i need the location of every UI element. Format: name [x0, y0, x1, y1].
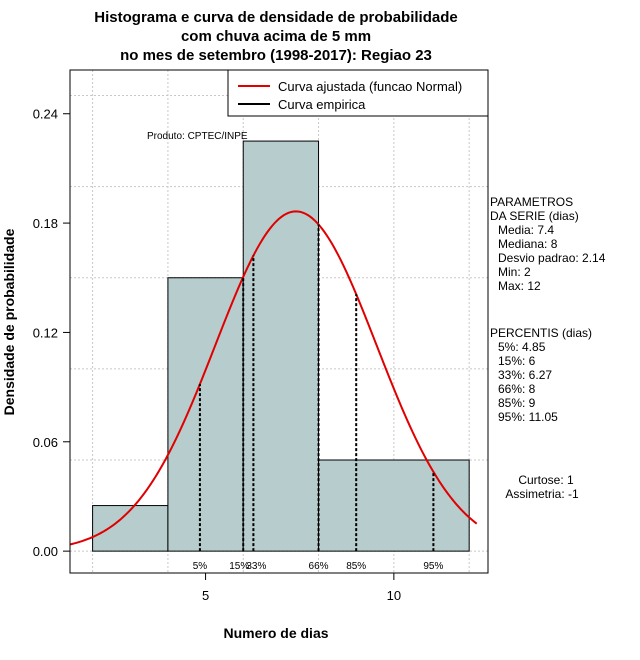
percentil-95: 95%: 11.05: [498, 410, 558, 424]
y-tick-label: 0.18: [33, 216, 58, 231]
percentil-33: 33%: 6.27: [498, 368, 552, 382]
y-tick-label: 0.00: [33, 544, 58, 559]
percentil-15: 15%: 6: [498, 354, 536, 368]
legend-box: [227, 69, 489, 117]
histogram-bar: [167, 277, 244, 552]
percentile-label: 15%: [229, 561, 249, 572]
param-title-2: DA SERIE (dias): [490, 209, 579, 223]
percentile-label: 33%: [246, 561, 266, 572]
legend: Curva ajustada (funcao Normal) Curva emp…: [227, 69, 489, 117]
y-axis: 0.00 0.06 0.12 0.18 0.24: [33, 107, 70, 559]
percentile-label: 5%: [193, 561, 208, 572]
y-axis-label: Densidade de probabilidade: [1, 228, 17, 415]
legend-label-normal: Curva ajustada (funcao Normal): [278, 79, 462, 94]
chart-title-line-3: no mes de setembro (1998-2017): Regiao 2…: [120, 47, 432, 64]
param-max: Max: 12: [498, 279, 541, 293]
density-curve-layer: [69, 210, 478, 546]
histogram-bars: [92, 140, 470, 552]
assimetria: Assimetria: -1: [505, 487, 579, 501]
x-axis-label: Numero de dias: [223, 625, 328, 641]
x-axis: 5 10: [202, 573, 401, 603]
y-tick-label: 0.24: [33, 107, 58, 122]
x-tick-label: 5: [202, 588, 209, 603]
param-title-1: PARAMETROS: [490, 195, 573, 209]
chart-title-line-1: Histograma e curva de densidade de proba…: [94, 9, 457, 26]
legend-label-empirical: Curva empirica: [278, 97, 366, 112]
histogram-bar: [242, 140, 320, 552]
chart-title-line-2: com chuva acima de 5 mm: [181, 28, 371, 45]
histogram-bar: [318, 459, 470, 552]
percentile-lines: 5% 15%33% 66% 85% 95%: [193, 224, 444, 572]
percentis-title: PERCENTIS (dias): [490, 326, 592, 340]
histogram-bar: [92, 505, 169, 552]
param-mediana: Mediana: 8: [498, 237, 558, 251]
curtose: Curtose: 1: [518, 473, 574, 487]
x-tick-label: 10: [387, 588, 401, 603]
param-media: Media: 7.4: [498, 223, 554, 237]
y-tick-label: 0.12: [33, 325, 58, 340]
percentil-85: 85%: 9: [498, 396, 536, 410]
percentile-label: 85%: [346, 561, 366, 572]
param-min: Min: 2: [498, 265, 531, 279]
percentile-label: 95%: [423, 561, 443, 572]
side-panel: PARAMETROS DA SERIE (dias) Media: 7.4 Me…: [490, 195, 606, 501]
product-annotation: Produto: CPTEC/INPE: [147, 131, 248, 142]
percentile-label: 66%: [309, 561, 329, 572]
normal-density-curve: [69, 210, 478, 546]
param-desvio: Desvio padrao: 2.14: [498, 251, 606, 265]
percentil-5: 5%: 4.85: [498, 340, 546, 354]
y-tick-label: 0.06: [33, 435, 58, 450]
percentil-66: 66%: 8: [498, 382, 536, 396]
